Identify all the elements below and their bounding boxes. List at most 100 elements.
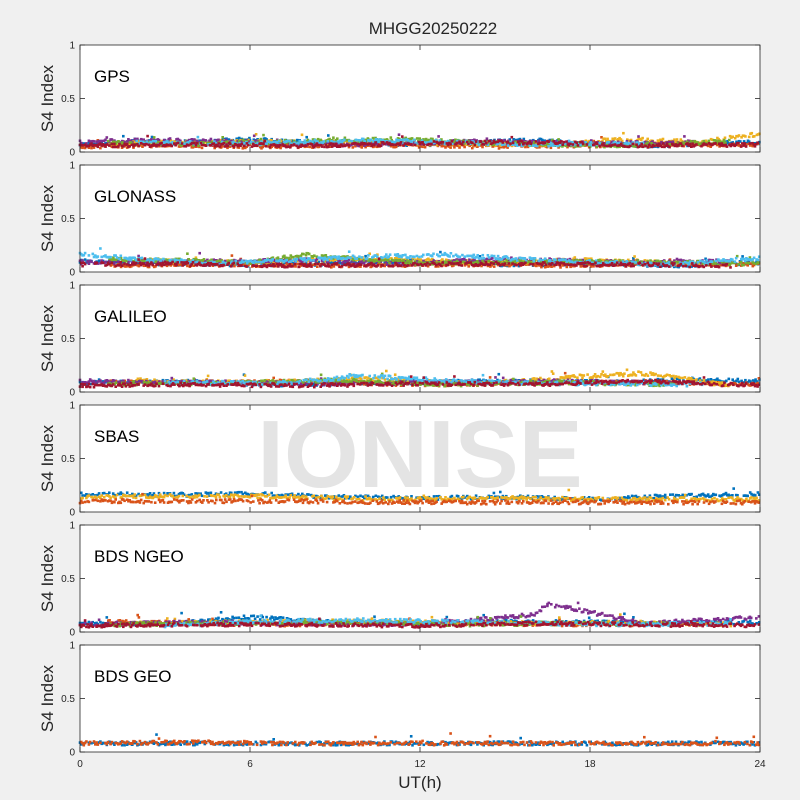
data-point xyxy=(100,255,103,259)
data-point xyxy=(447,139,450,143)
data-point xyxy=(403,265,407,268)
data-point xyxy=(286,262,290,266)
data-point xyxy=(404,142,408,145)
data-point xyxy=(163,260,167,263)
data-point xyxy=(247,140,251,143)
data-point xyxy=(110,142,114,146)
data-point xyxy=(308,139,312,143)
data-point xyxy=(329,142,333,145)
data-point xyxy=(667,261,671,264)
data-point xyxy=(128,263,131,267)
data-point xyxy=(186,252,189,255)
data-point xyxy=(87,144,91,148)
data-point xyxy=(485,139,489,142)
data-point xyxy=(739,145,743,148)
data-point xyxy=(500,139,503,143)
data-point xyxy=(285,140,289,143)
data-point xyxy=(397,133,401,136)
data-point xyxy=(343,138,346,142)
data-point xyxy=(547,144,550,148)
data-point xyxy=(505,263,509,267)
data-point xyxy=(496,254,500,258)
data-point xyxy=(117,145,120,148)
data-point xyxy=(96,255,100,258)
data-point xyxy=(550,265,553,268)
data-point xyxy=(439,250,442,254)
data-point xyxy=(157,258,160,261)
data-point xyxy=(216,144,219,148)
data-point xyxy=(301,144,305,147)
data-point xyxy=(162,138,166,142)
data-point xyxy=(247,138,250,142)
data-point xyxy=(187,144,190,147)
data-point xyxy=(499,144,502,147)
data-point xyxy=(198,251,201,255)
data-point xyxy=(710,260,714,263)
data-point xyxy=(603,144,606,147)
data-point xyxy=(660,145,664,149)
data-point xyxy=(337,263,341,267)
y-tick-label: 0 xyxy=(69,148,75,159)
data-point xyxy=(238,141,242,145)
data-point xyxy=(481,145,484,149)
data-point xyxy=(118,263,121,267)
data-point xyxy=(276,142,280,146)
data-point xyxy=(316,140,319,143)
data-point xyxy=(742,144,745,147)
data-point xyxy=(305,135,308,139)
data-point xyxy=(509,140,513,144)
data-point xyxy=(709,145,712,148)
data-point xyxy=(323,145,326,149)
data-point xyxy=(372,143,376,147)
data-point xyxy=(528,140,531,143)
data-point xyxy=(743,142,747,145)
data-point xyxy=(112,140,115,144)
data-point xyxy=(315,142,319,145)
data-point xyxy=(690,145,693,148)
data-point xyxy=(147,143,151,147)
data-point xyxy=(174,143,177,147)
data-point xyxy=(487,256,491,259)
data-point xyxy=(258,258,262,262)
data-point xyxy=(737,141,740,145)
data-point xyxy=(705,141,708,145)
data-point xyxy=(330,266,333,269)
data-series xyxy=(78,134,759,149)
data-point xyxy=(620,139,624,143)
data-point xyxy=(501,141,505,144)
data-point xyxy=(476,254,479,257)
data-point xyxy=(142,138,145,141)
data-point xyxy=(434,138,438,142)
data-point xyxy=(383,142,386,145)
data-point xyxy=(139,142,143,145)
data-point xyxy=(330,139,333,143)
data-point xyxy=(704,139,708,143)
data-point xyxy=(557,138,560,141)
data-point xyxy=(575,141,578,145)
data-point xyxy=(475,143,478,147)
data-point xyxy=(169,139,173,142)
data-point xyxy=(473,143,477,146)
data-point xyxy=(295,144,298,148)
data-point xyxy=(410,140,414,143)
data-point xyxy=(129,139,133,142)
data-point xyxy=(245,145,248,148)
data-point xyxy=(467,265,470,268)
chart-title: MHGG20250222 xyxy=(369,19,498,38)
data-point xyxy=(641,145,645,149)
data-point xyxy=(701,141,704,145)
data-point xyxy=(535,144,539,148)
data-point xyxy=(551,141,554,145)
data-point xyxy=(337,141,341,144)
data-point xyxy=(528,144,532,147)
data-point xyxy=(140,256,144,260)
data-point xyxy=(625,141,628,145)
data-point xyxy=(549,144,553,147)
data-point xyxy=(387,258,390,262)
data-point xyxy=(213,140,216,143)
data-point xyxy=(343,136,347,140)
data-point xyxy=(81,259,84,262)
data-point xyxy=(458,146,461,149)
data-point xyxy=(481,253,485,257)
